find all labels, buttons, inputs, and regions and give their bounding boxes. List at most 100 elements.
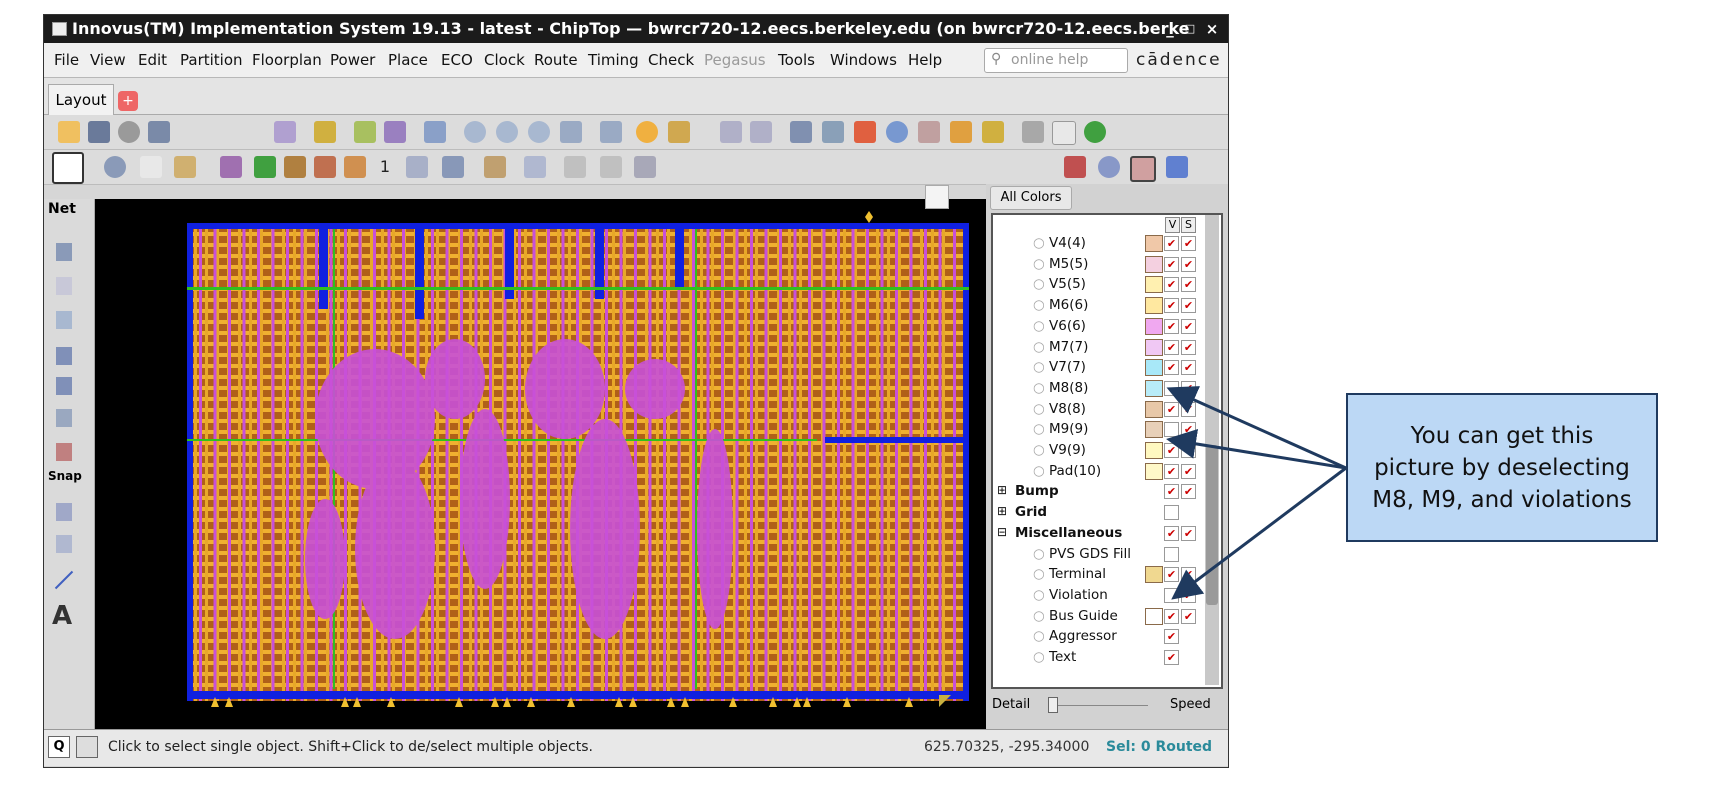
layer-row[interactable]: M5(5) ○ ✔ ✔: [993, 254, 1199, 274]
physical-view-icon[interactable]: [1130, 156, 1156, 182]
expand-toggle-icon[interactable]: ⊞: [997, 483, 1008, 498]
visibility-checkbox[interactable]: [1164, 546, 1179, 562]
route-icon[interactable]: 1: [374, 156, 396, 178]
layer-row[interactable]: Pad(10) ○ ✔ ✔: [993, 461, 1199, 481]
layer-color-swatch[interactable]: [1145, 235, 1163, 252]
zoom-fit-icon[interactable]: [528, 121, 550, 143]
selectable-checkbox[interactable]: ✔: [1181, 463, 1196, 479]
layer-row[interactable]: V5(5) ○ ✔ ✔: [993, 274, 1199, 294]
cut-wire-icon[interactable]: [384, 121, 406, 143]
open-icon[interactable]: [58, 121, 80, 143]
flip-icon[interactable]: [750, 121, 772, 143]
zoom-in-icon[interactable]: [464, 121, 486, 143]
visibility-checkbox[interactable]: ✔: [1164, 484, 1179, 500]
zoom-area-icon[interactable]: [424, 121, 446, 143]
maximize-icon[interactable]: □: [1184, 22, 1196, 35]
visibility-checkbox[interactable]: ✔: [1164, 608, 1179, 624]
visibility-checkbox[interactable]: ✔: [1164, 629, 1179, 645]
selectable-checkbox[interactable]: ✔: [1181, 339, 1196, 355]
document-icon[interactable]: [1052, 121, 1076, 145]
copy-icon[interactable]: [140, 156, 162, 178]
slider-track[interactable]: [1048, 705, 1148, 706]
layer-row[interactable]: M7(7) ○ ✔ ✔: [993, 337, 1199, 357]
snap-icon[interactable]: [104, 156, 126, 178]
user-icon[interactable]: [1098, 156, 1120, 178]
multi-select-icon[interactable]: [600, 156, 622, 178]
visibility-checkbox[interactable]: ✔: [1164, 360, 1179, 376]
layer-color-swatch[interactable]: [1145, 379, 1163, 397]
slider-handle[interactable]: [1048, 697, 1058, 713]
pointer-icon[interactable]: [564, 156, 586, 178]
stretch-wire-icon[interactable]: [354, 121, 376, 143]
text-tool-icon[interactable]: A: [52, 601, 73, 631]
redraw-icon[interactable]: [600, 121, 622, 143]
layer-group-row[interactable]: Grid ⊞: [993, 502, 1199, 522]
layer-row[interactable]: V4(4) ○ ✔ ✔: [993, 233, 1199, 253]
layer-row[interactable]: M6(6) ○ ✔ ✔: [993, 295, 1199, 315]
split-icon[interactable]: [56, 409, 72, 427]
export-icon[interactable]: [148, 121, 170, 143]
selectable-checkbox[interactable]: ✔: [1181, 525, 1196, 541]
menu-partition[interactable]: Partition: [180, 51, 243, 69]
green-block-icon[interactable]: [254, 156, 276, 178]
distribute-icon[interactable]: [56, 347, 72, 365]
color-palette-icon[interactable]: [925, 185, 949, 209]
cell-icon[interactable]: [314, 156, 336, 178]
layer-group-row[interactable]: Bump ⊞ ✔ ✔: [993, 481, 1199, 501]
query-button[interactable]: Q: [48, 736, 70, 758]
visibility-checkbox[interactable]: ✔: [1164, 525, 1179, 541]
place-cell-icon[interactable]: [284, 156, 306, 178]
table-icon[interactable]: [790, 121, 812, 143]
info-icon[interactable]: [886, 121, 908, 143]
snap-label[interactable]: Snap: [48, 469, 82, 483]
save-icon[interactable]: [88, 121, 110, 143]
detail-speed-slider[interactable]: Detail Speed: [990, 691, 1220, 721]
align-icon[interactable]: [442, 156, 464, 178]
ruler-icon[interactable]: [668, 121, 690, 143]
zoom-previous-icon[interactable]: [560, 121, 582, 143]
menu-power[interactable]: Power: [330, 51, 376, 69]
delete-icon[interactable]: [56, 443, 72, 461]
expand-toggle-icon[interactable]: ⊟: [997, 524, 1008, 539]
spacing-icon[interactable]: [524, 156, 546, 178]
highlight-icon[interactable]: [636, 121, 658, 143]
net-label[interactable]: Net: [48, 201, 76, 217]
layer-color-swatch[interactable]: [1145, 317, 1163, 335]
selectable-checkbox[interactable]: ✔: [1181, 484, 1196, 500]
close-icon[interactable]: ×: [1205, 20, 1219, 38]
clipboard-icon[interactable]: [1022, 121, 1044, 143]
wire-tool-icon[interactable]: [174, 156, 196, 178]
selectable-checkbox[interactable]: ✔: [1181, 277, 1196, 293]
layout-view-icon[interactable]: [1064, 156, 1086, 178]
visibility-checkbox[interactable]: ✔: [1164, 339, 1179, 355]
menu-eco[interactable]: ECO: [441, 51, 473, 69]
stretch-icon[interactable]: [56, 277, 72, 295]
tab-layout[interactable]: Layout: [48, 84, 114, 115]
layer-color-swatch[interactable]: [1145, 400, 1163, 418]
layer-color-swatch[interactable]: [1145, 255, 1163, 273]
menu-help[interactable]: Help: [908, 51, 943, 69]
zoom-out-icon[interactable]: [496, 121, 518, 143]
menu-route[interactable]: Route: [534, 51, 578, 69]
warning-icon[interactable]: [854, 121, 876, 143]
equalize-icon[interactable]: [56, 377, 72, 395]
menu-windows[interactable]: Windows: [830, 51, 897, 69]
layout-canvas[interactable]: [95, 185, 1029, 729]
add-tab-icon[interactable]: +: [118, 91, 138, 111]
menu-view[interactable]: View: [90, 51, 126, 69]
cut-icon[interactable]: [484, 156, 506, 178]
select-area-icon[interactable]: [406, 156, 428, 178]
swap-cell-icon[interactable]: [344, 156, 366, 178]
menu-file[interactable]: File: [54, 51, 80, 69]
layer-color-swatch[interactable]: [1145, 297, 1163, 315]
menu-floorplan[interactable]: Floorplan: [252, 51, 322, 69]
selectable-checkbox[interactable]: ✔: [1181, 608, 1196, 624]
layer-color-swatch[interactable]: [1145, 442, 1163, 459]
history-icon[interactable]: [76, 736, 98, 758]
group-icon[interactable]: [634, 156, 656, 178]
menu-clock[interactable]: Clock: [484, 51, 525, 69]
menu-check[interactable]: Check: [648, 51, 695, 69]
edit-wire-icon[interactable]: [274, 121, 296, 143]
visibility-checkbox[interactable]: ✔: [1164, 650, 1179, 665]
hierarchy-icon[interactable]: [822, 121, 844, 143]
